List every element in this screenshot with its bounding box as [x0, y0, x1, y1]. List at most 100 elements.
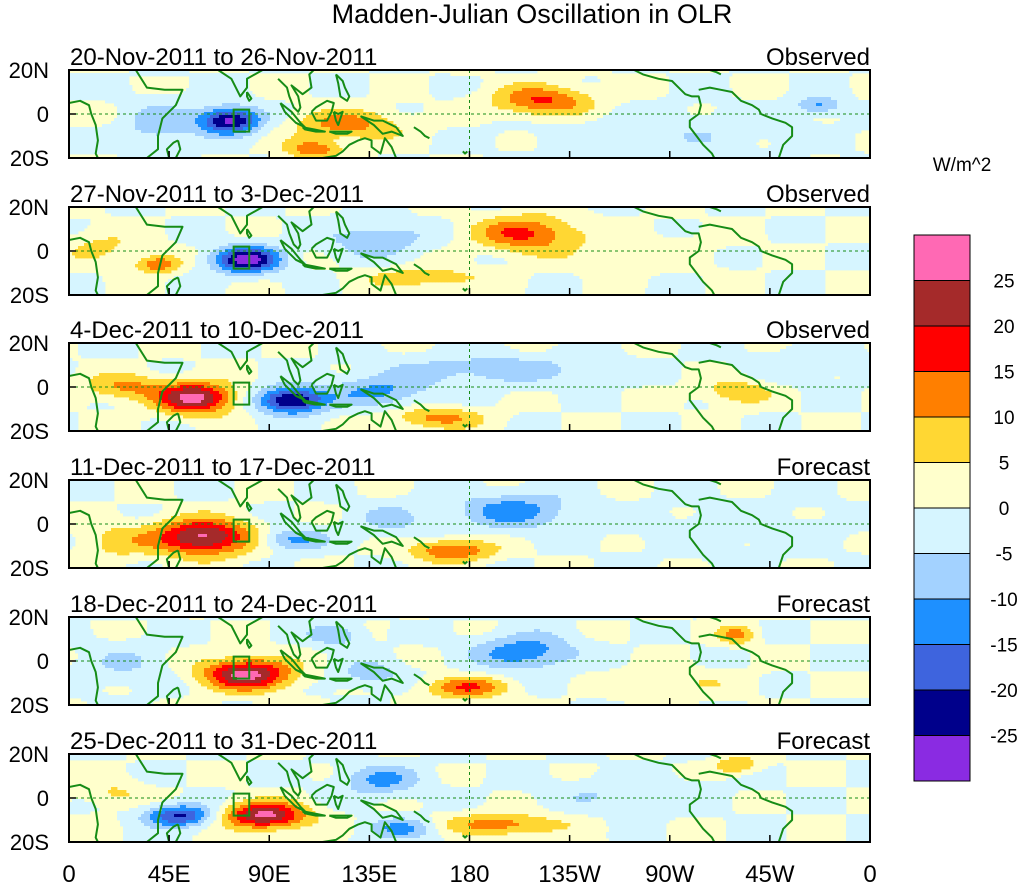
- anomaly-cell: [126, 79, 130, 83]
- anomaly-cell: [432, 79, 436, 83]
- anomaly-cell: [642, 133, 646, 137]
- anomaly-cell: [234, 133, 238, 137]
- anomaly-cell: [207, 73, 211, 77]
- anomaly-cell: [420, 103, 424, 107]
- anomaly-cell: [744, 118, 748, 122]
- anomaly-cell: [327, 118, 331, 122]
- anomaly-cell: [765, 130, 769, 134]
- anomaly-cell: [804, 148, 808, 152]
- anomaly-cell: [684, 103, 688, 107]
- anomaly-cell: [96, 91, 100, 95]
- anomaly-cell: [819, 106, 823, 110]
- anomaly-cell: [576, 103, 580, 107]
- anomaly-cell: [717, 151, 721, 155]
- anomaly-cell: [600, 136, 604, 140]
- anomaly-cell: [504, 121, 508, 125]
- anomaly-cell: [609, 124, 613, 128]
- anomaly-cell: [333, 151, 337, 155]
- anomaly-cell: [138, 133, 142, 137]
- anomaly-cell: [726, 76, 730, 80]
- anomaly-cell: [585, 121, 589, 125]
- anomaly-cell: [108, 73, 112, 77]
- anomaly-cell: [804, 85, 808, 89]
- anomaly-cell: [138, 151, 142, 155]
- anomaly-cell: [168, 139, 172, 143]
- anomaly-cell: [210, 124, 214, 128]
- anomaly-cell: [204, 79, 208, 83]
- anomaly-cell: [795, 124, 799, 128]
- anomaly-cell: [246, 124, 250, 128]
- anomaly-cell: [660, 139, 664, 143]
- anomaly-cell: [267, 70, 271, 74]
- anomaly-cell: [111, 79, 115, 83]
- anomaly-cell: [126, 109, 130, 113]
- anomaly-cell: [600, 139, 604, 143]
- anomaly-cell: [669, 73, 673, 77]
- anomaly-cell: [369, 127, 373, 131]
- anomaly-cell: [810, 94, 814, 98]
- anomaly-cell: [789, 130, 793, 134]
- anomaly-cell: [678, 148, 682, 152]
- anomaly-cell: [576, 151, 580, 155]
- anomaly-cell: [108, 127, 112, 131]
- anomaly-cell: [189, 154, 193, 158]
- anomaly-cell: [549, 133, 553, 137]
- anomaly-cell: [576, 142, 580, 146]
- anomaly-cell: [267, 124, 271, 128]
- anomaly-cell: [327, 121, 331, 125]
- anomaly-cell: [714, 82, 718, 86]
- anomaly-cell: [771, 121, 775, 125]
- anomaly-cell: [327, 76, 331, 80]
- anomaly-cell: [525, 88, 529, 92]
- anomaly-cell: [687, 88, 691, 92]
- anomaly-cell: [672, 118, 676, 122]
- anomaly-cell: [498, 124, 502, 128]
- anomaly-cell: [690, 88, 694, 92]
- anomaly-cell: [798, 85, 802, 89]
- anomaly-cell: [612, 115, 616, 119]
- anomaly-cell: [597, 79, 601, 83]
- anomaly-cell: [453, 145, 457, 149]
- anomaly-cell: [627, 70, 631, 74]
- anomaly-cell: [135, 124, 139, 128]
- anomaly-cell: [405, 154, 409, 158]
- anomaly-cell: [675, 76, 679, 80]
- anomaly-cell: [342, 118, 346, 122]
- anomaly-cell: [651, 139, 655, 143]
- anomaly-cell: [324, 154, 328, 158]
- anomaly-cell: [93, 148, 97, 152]
- anomaly-cell: [621, 121, 625, 125]
- anomaly-cell: [381, 124, 385, 128]
- anomaly-cell: [165, 115, 169, 119]
- anomaly-cell: [243, 76, 247, 80]
- anomaly-cell: [720, 97, 724, 101]
- anomaly-cell: [117, 109, 121, 113]
- anomaly-cell: [519, 103, 523, 107]
- anomaly-cell: [768, 130, 772, 134]
- anomaly-cell: [222, 85, 226, 89]
- anomaly-cell: [603, 148, 607, 152]
- anomaly-cell: [726, 154, 730, 158]
- anomaly-cell: [78, 79, 82, 83]
- anomaly-cell: [345, 76, 349, 80]
- anomaly-cell: [660, 70, 664, 74]
- anomaly-cell: [645, 124, 649, 128]
- anomaly-cell: [339, 109, 343, 113]
- anomaly-cell: [144, 133, 148, 137]
- anomaly-cell: [630, 106, 634, 110]
- anomaly-cell: [579, 103, 583, 107]
- anomaly-cell: [684, 151, 688, 155]
- anomaly-cell: [441, 142, 445, 146]
- anomaly-cell: [594, 127, 598, 131]
- anomaly-cell: [546, 85, 550, 89]
- anomaly-cell: [675, 115, 679, 119]
- anomaly-cell: [198, 103, 202, 107]
- anomaly-cell: [666, 145, 670, 149]
- anomaly-cell: [663, 130, 667, 134]
- anomaly-cell: [201, 85, 205, 89]
- anomaly-cell: [270, 103, 274, 107]
- anomaly-cell: [639, 103, 643, 107]
- anomaly-cell: [726, 106, 730, 110]
- anomaly-cell: [747, 109, 751, 113]
- anomaly-cell: [651, 127, 655, 131]
